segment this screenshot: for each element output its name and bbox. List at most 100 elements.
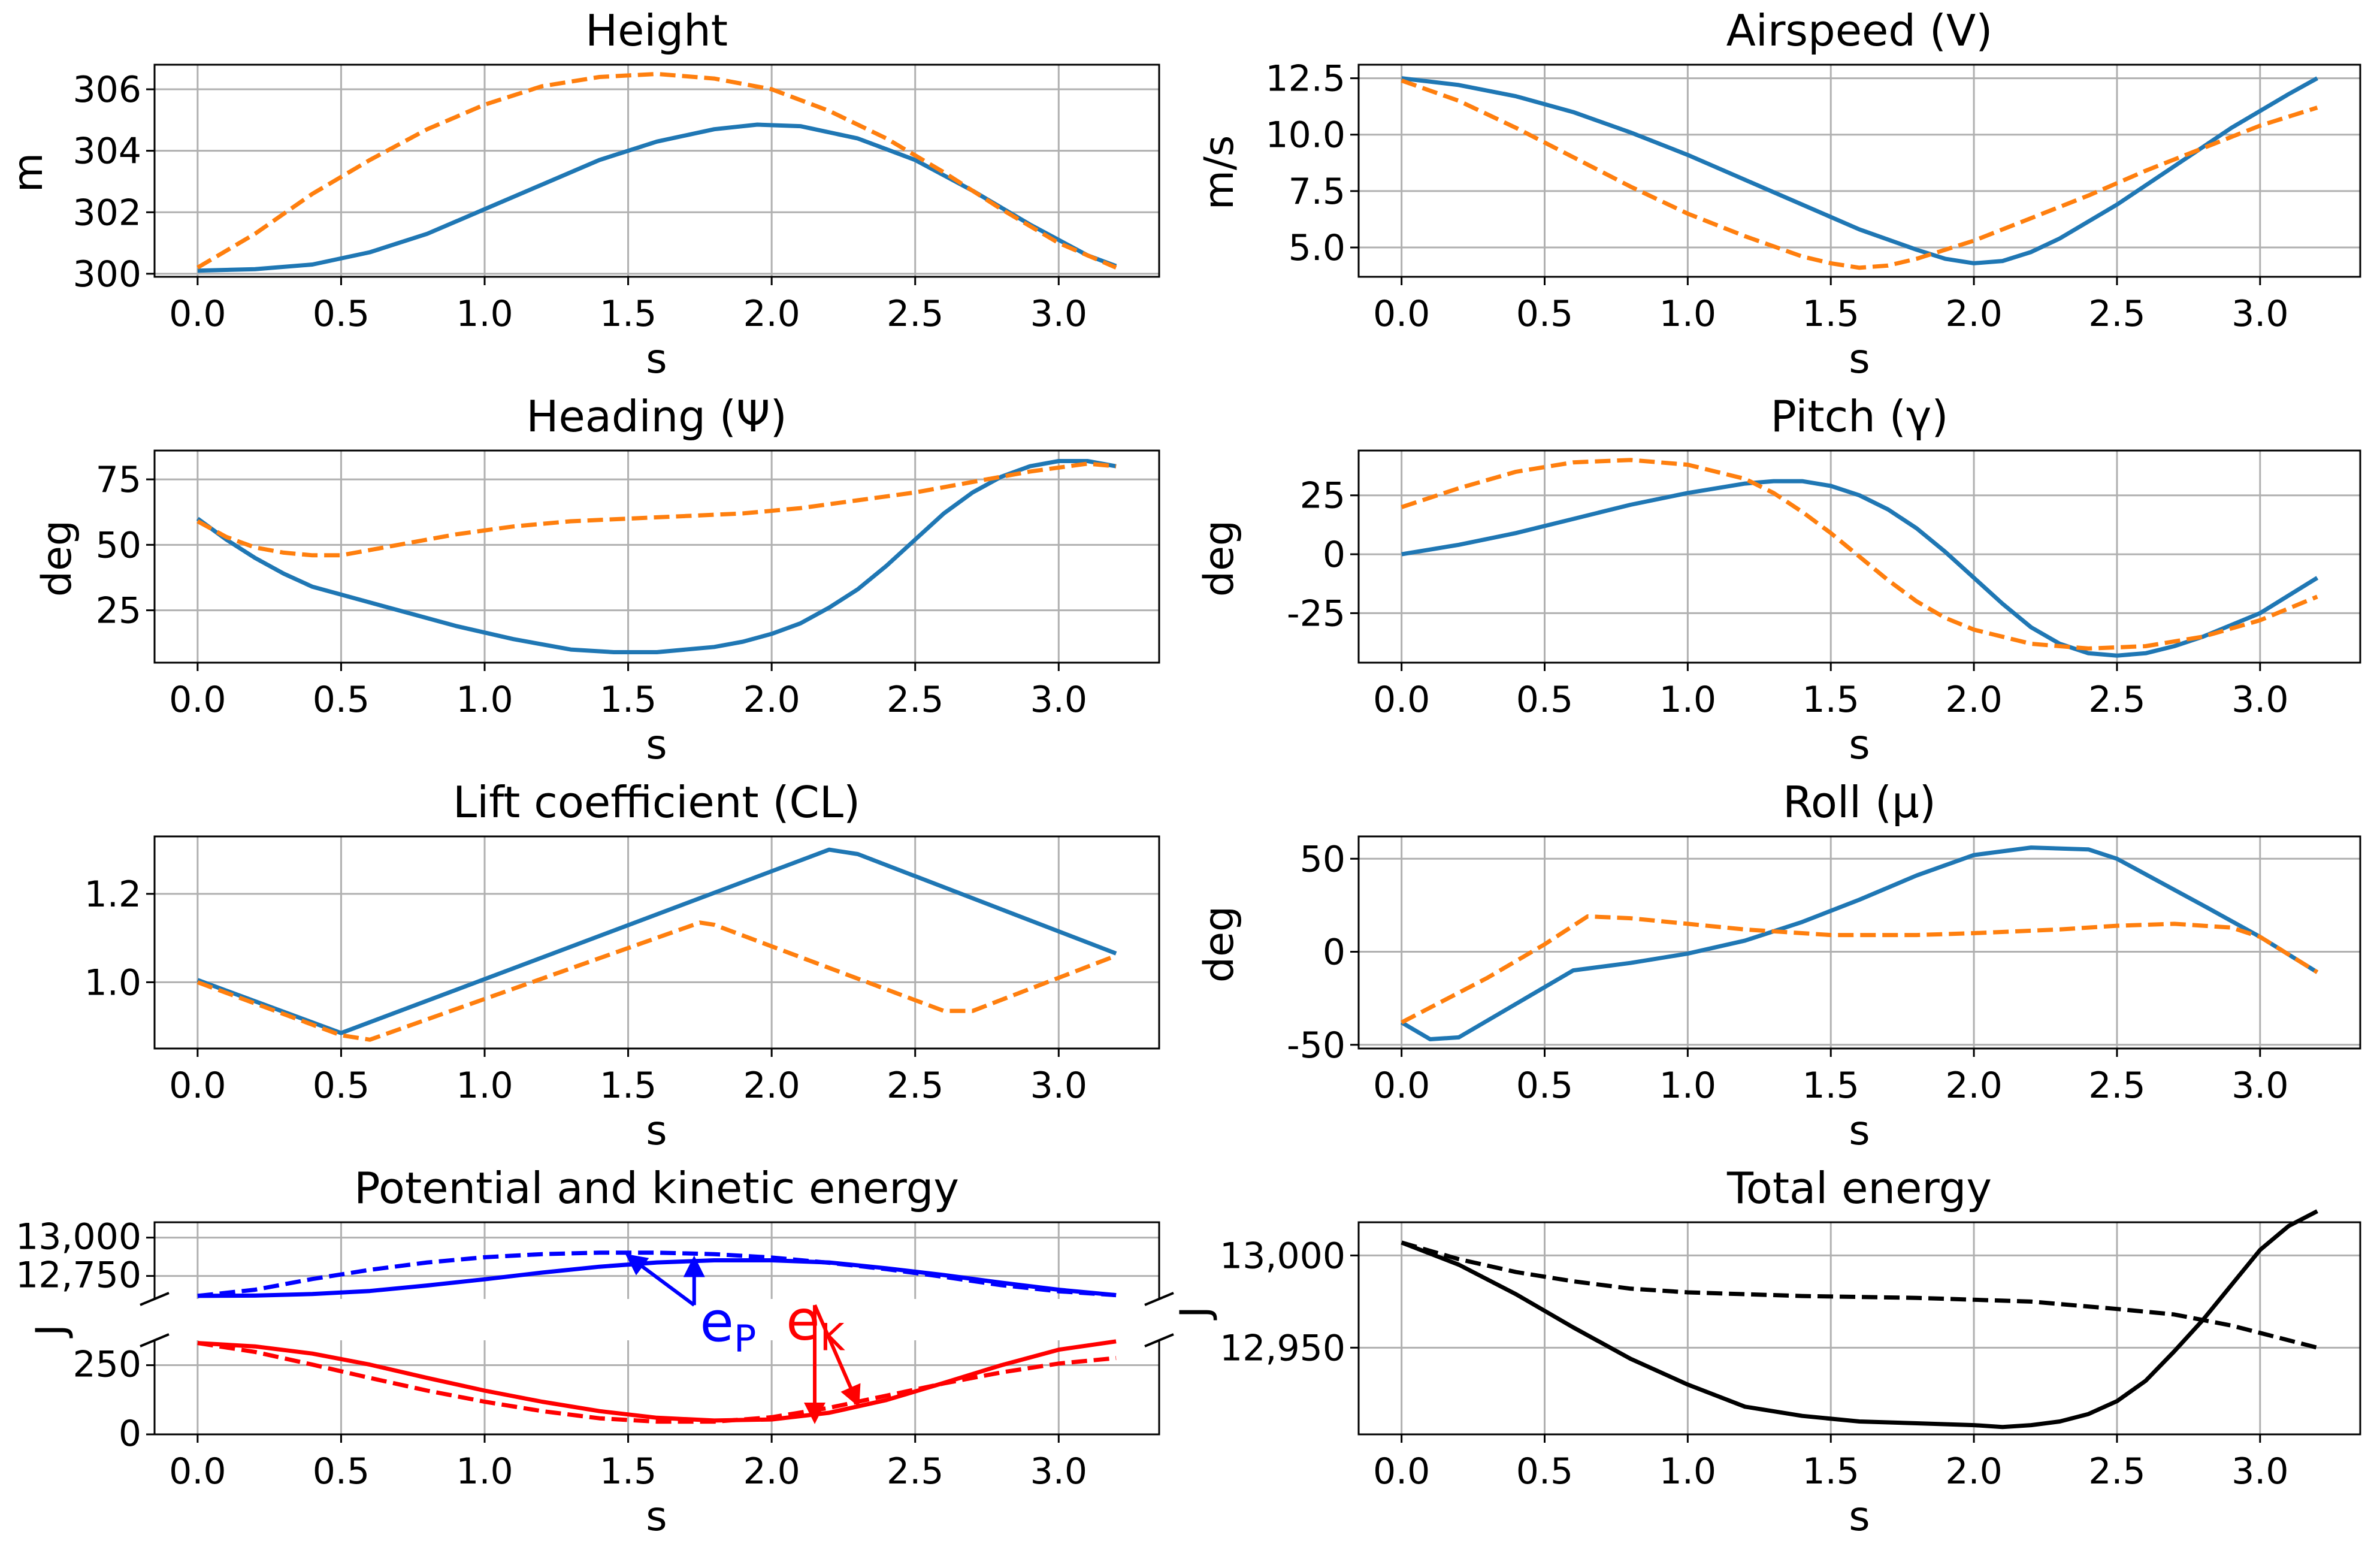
y-axis-label: J — [28, 1324, 75, 1338]
axes-frame — [1357, 1221, 2361, 1436]
x-tick-label: 2.0 — [1945, 1451, 2002, 1492]
series-line-dashed — [196, 920, 1117, 1042]
y-axis-label: deg — [1196, 520, 1243, 597]
x-tick-label: 0.5 — [1516, 1065, 1573, 1107]
panel-title: Lift coefficient (CL) — [453, 777, 860, 827]
y-tick-label: 25 — [1300, 475, 1345, 517]
y-tick-label: 5.0 — [1289, 227, 1345, 269]
x-tick-label: 1.5 — [1803, 1451, 1859, 1492]
series-line-solid — [1401, 1209, 2318, 1430]
x-tick-label: 0.5 — [313, 1451, 370, 1492]
axis-break-mark — [140, 1333, 170, 1347]
series-line-dashed — [1401, 1240, 2318, 1350]
series-line-potential — [197, 1258, 1117, 1298]
x-tick-label: 2.5 — [2088, 1451, 2145, 1492]
x-tick-label: 1.0 — [1659, 1065, 1716, 1107]
x-tick-label: 1.0 — [456, 1451, 513, 1492]
x-tick-label: 2.5 — [2088, 293, 2145, 335]
y-tick-label: 12,950 — [1220, 1327, 1345, 1369]
annotation-main: e — [786, 1289, 820, 1353]
series-line-solid — [1401, 76, 2318, 265]
series-line-dashed — [1401, 78, 2318, 270]
y-tick-label: 0 — [119, 1413, 141, 1455]
y-tick-label: 13,000 — [1220, 1235, 1345, 1277]
x-tick-label: 1.5 — [600, 1065, 657, 1107]
axes-frame — [153, 835, 1160, 1050]
x-tick-label: 2.0 — [1945, 293, 2002, 335]
axes-frame — [1357, 64, 2361, 278]
axes-background: 0.0 0.5 1.0 1.5 2.0 2.5 3.0 5.0 7.5 10.0 12.5 — [1265, 58, 2360, 335]
axes-background: 0.0 0.5 1.0 1.5 2.0 2.5 3.0 25 50 75 — [96, 451, 1159, 721]
y-tick-label: -25 — [1287, 593, 1345, 634]
annotation-arrow — [813, 1304, 861, 1407]
x-tick-label: 0.0 — [1373, 1065, 1430, 1107]
x-tick-label: 0.0 — [169, 1065, 226, 1107]
x-axis-label: s — [1849, 1493, 1870, 1540]
axis-break-mark — [1144, 1292, 1174, 1306]
y-tick-label: 10.0 — [1265, 114, 1345, 156]
y-tick-label: 0 — [1323, 534, 1345, 576]
axes-frame — [1357, 449, 2361, 664]
series-line-dashed — [196, 461, 1117, 558]
y-tick-label: 75 — [96, 459, 141, 501]
y-tick-label: 50 — [96, 524, 141, 566]
y-tick-label: 25 — [96, 590, 141, 632]
x-tick-label: 2.5 — [2088, 679, 2145, 721]
x-tick-label: 3.0 — [1030, 1065, 1087, 1107]
x-tick-label: 3.0 — [2231, 293, 2288, 335]
x-tick-label: 0.5 — [1516, 293, 1573, 335]
axes-frame — [153, 64, 1160, 278]
annotation-label-ep: eP — [700, 1290, 756, 1361]
y-axis-label: deg — [34, 520, 81, 597]
x-tick-label: 1.5 — [1803, 1065, 1859, 1107]
series-line-dashed — [1401, 458, 2318, 651]
x-axis-label: s — [1849, 1107, 1870, 1155]
series-line-solid — [1400, 845, 2319, 1041]
x-tick-label: 1.0 — [1659, 293, 1716, 335]
axes-background: 0.0 0.5 1.0 1.5 2.0 2.5 3.0 300 302 304 306 — [72, 65, 1159, 335]
y-axis-label: deg — [1196, 906, 1243, 983]
x-tick-label: 3.0 — [2231, 1065, 2288, 1107]
x-tick-label: 2.0 — [1945, 679, 2002, 721]
panel-total: 0.0 0.5 1.0 1.5 2.0 2.5 3.0 12,950 13,000 Total … — [1172, 1163, 2361, 1540]
axis-break-mark — [1144, 1333, 1174, 1347]
x-tick-label: 2.0 — [1945, 1065, 2002, 1107]
annotation-subscript: P — [734, 1317, 756, 1361]
x-tick-label: 2.0 — [743, 1451, 800, 1492]
y-tick-label: 300 — [72, 253, 141, 295]
axis-break-mark — [140, 1292, 170, 1306]
x-tick-label: 0.0 — [1373, 679, 1430, 721]
y-axis-label: J — [1172, 1306, 1219, 1321]
x-tick-label: 2.0 — [743, 1065, 800, 1107]
panel-title: Airspeed (V) — [1726, 5, 1993, 56]
series-line-solid — [197, 122, 1117, 273]
x-tick-label: 2.5 — [887, 293, 943, 335]
x-tick-label: 2.5 — [887, 679, 943, 721]
panel-title: Pitch (γ) — [1771, 391, 1949, 442]
x-tick-label: 2.0 — [743, 679, 800, 721]
x-tick-label: 1.5 — [600, 293, 657, 335]
axes-background: 0.0 0.5 1.0 1.5 2.0 2.5 3.0 1.0 1.2 — [84, 836, 1159, 1107]
series-line-potential-ref — [197, 1250, 1117, 1298]
series-line-kinetic-ref — [197, 1341, 1117, 1424]
y-tick-label: 12,750 — [16, 1255, 141, 1297]
x-axis-label: s — [1849, 721, 1870, 769]
x-tick-label: 1.0 — [1659, 679, 1716, 721]
x-tick-label: 3.0 — [1030, 1451, 1087, 1492]
y-tick-label: 250 — [72, 1344, 141, 1386]
series-line-dashed — [1401, 914, 2319, 1025]
axes-background: 0.0 0.5 1.0 1.5 2.0 2.5 3.0 -50 0 50 — [1287, 836, 2360, 1107]
panel-title: Height — [585, 5, 728, 56]
series-line-kinetic — [197, 1339, 1117, 1423]
panel-pitch: 0.0 0.5 1.0 1.5 2.0 2.5 3.0 -25 0 25 Pitch (γ) de… — [1196, 391, 2361, 769]
annotation-arrow — [625, 1253, 695, 1307]
x-tick-label: 0.0 — [1373, 1451, 1430, 1492]
panel-lift: 0.0 0.5 1.0 1.5 2.0 2.5 3.0 1.0 1.2 Lift coeffic… — [84, 777, 1160, 1155]
x-tick-label: 1.0 — [1659, 1451, 1716, 1492]
x-tick-label: 2.0 — [743, 293, 800, 335]
x-tick-label: 3.0 — [2231, 679, 2288, 721]
panel-title: Heading (Ψ) — [526, 391, 787, 442]
y-tick-label: 1.2 — [84, 874, 141, 915]
